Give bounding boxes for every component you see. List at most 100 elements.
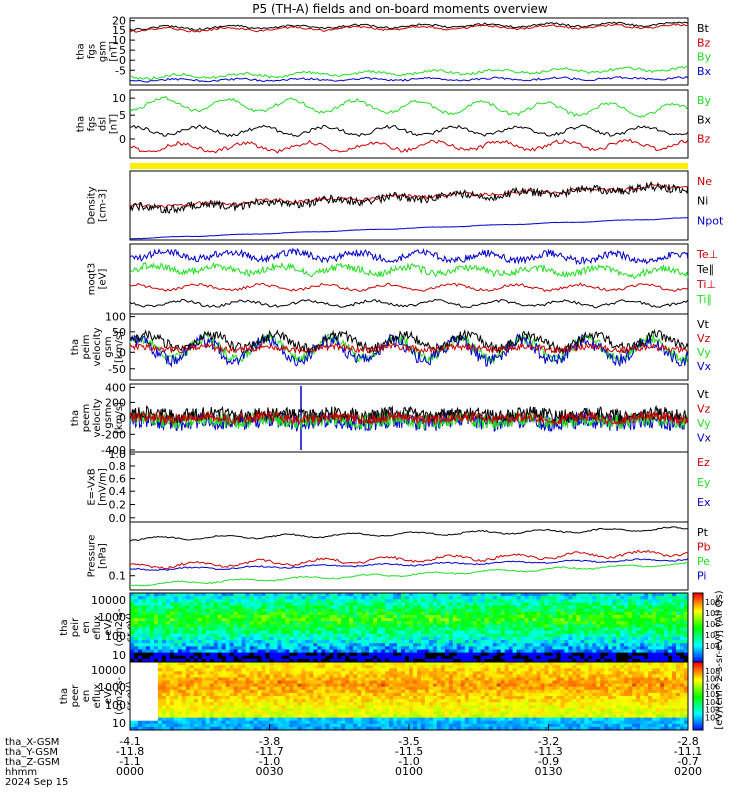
spectrogram-cell xyxy=(249,599,254,603)
spectrogram-cell xyxy=(225,627,231,631)
spectrogram-cell xyxy=(456,630,462,635)
spectrogram-cell xyxy=(409,649,414,653)
spectrogram-cell xyxy=(233,618,238,622)
spectrogram-cell xyxy=(138,649,143,653)
spectrogram-cell xyxy=(345,696,350,700)
spectrogram-cell xyxy=(317,705,322,709)
y-axis-label: fgs xyxy=(87,44,98,59)
spectrogram-cell xyxy=(177,705,183,709)
spectrogram-cell xyxy=(237,717,242,722)
spectrogram-cell xyxy=(281,611,286,616)
spectrogram-cell xyxy=(572,636,577,641)
spectrogram-cell xyxy=(241,720,246,725)
spectrogram-cell xyxy=(249,726,254,731)
spectrogram-cell xyxy=(424,605,430,609)
spectrogram-cell xyxy=(285,714,290,718)
spectrogram-cell xyxy=(161,696,167,700)
spectrogram-cell xyxy=(628,652,633,657)
spectrogram-cell xyxy=(476,621,482,625)
spectrogram-cell xyxy=(269,720,274,725)
spectrogram-cell xyxy=(409,630,414,635)
spectrogram-cell xyxy=(480,599,486,603)
spectrogram-cell xyxy=(130,608,135,613)
spectrogram-cell xyxy=(413,696,418,700)
spectrogram-cell xyxy=(417,714,422,718)
spectrogram-cell xyxy=(365,726,370,731)
spectrogram-cell xyxy=(269,621,274,625)
spectrogram-cell xyxy=(584,649,589,653)
spectrogram-cell xyxy=(173,726,179,731)
spectrogram-cell xyxy=(604,633,609,638)
spectrogram-cell xyxy=(138,668,143,672)
spectrogram-cell xyxy=(496,652,502,657)
spectrogram-cell xyxy=(652,636,657,641)
spectrogram-cell xyxy=(405,618,410,622)
spectrogram-cell xyxy=(169,649,175,653)
spectrogram-cell xyxy=(221,596,227,600)
spectrogram-cell xyxy=(217,640,223,644)
spectrogram-cell xyxy=(301,621,306,625)
spectrogram-cell xyxy=(428,615,434,619)
spectrogram-cell xyxy=(401,602,406,606)
spectrogram-cell xyxy=(130,643,135,647)
spectrogram-cell xyxy=(257,723,262,728)
spectrogram-cell xyxy=(237,633,242,638)
spectrogram-cell xyxy=(357,633,362,638)
spectrogram-cell xyxy=(397,714,402,718)
spectrogram-cell xyxy=(496,605,502,609)
spectrogram-cell xyxy=(413,621,418,625)
spectrogram-cell xyxy=(217,692,223,697)
spectrogram-cell xyxy=(393,692,398,697)
spectrogram-cell xyxy=(528,646,533,650)
spectrogram-cell xyxy=(277,717,282,722)
spectrogram-cell xyxy=(245,593,250,597)
spectrogram-cell xyxy=(213,708,219,712)
spectrogram-cell xyxy=(361,708,366,712)
spectrogram-cell xyxy=(265,611,270,616)
spectrogram-cell xyxy=(492,652,498,657)
spectrogram-cell xyxy=(576,624,581,628)
spectrogram-cell xyxy=(504,593,510,597)
spectrogram-cell xyxy=(612,605,617,609)
spectrogram-cell xyxy=(524,605,529,609)
spectrogram-cell xyxy=(381,720,386,725)
spectrogram-cell xyxy=(592,608,597,613)
spectrogram-cell xyxy=(221,643,227,647)
spectrogram-cell xyxy=(221,649,227,653)
spectrogram-cell xyxy=(217,662,223,666)
spectrogram-cell xyxy=(249,602,254,606)
spectrogram-cell xyxy=(385,683,390,688)
spectrogram-cell xyxy=(313,674,318,678)
spectrogram-cell xyxy=(476,649,482,653)
spectrogram-cell xyxy=(668,655,673,660)
spectrogram-cell xyxy=(181,602,187,606)
spectrogram-cell xyxy=(456,599,462,603)
spectrogram-cell xyxy=(185,680,191,684)
spectrogram-cell xyxy=(181,689,187,694)
spectrogram-cell xyxy=(580,611,585,616)
spectrogram-cell xyxy=(309,683,314,688)
spectrogram-cell xyxy=(185,723,191,728)
spectrogram-cell xyxy=(281,699,286,703)
spectrogram-cell xyxy=(592,652,597,657)
spectrogram-cell xyxy=(257,649,262,653)
spectrogram-cell xyxy=(389,708,394,712)
spectrogram-cell xyxy=(600,621,605,625)
spectrogram-cell xyxy=(305,705,310,709)
spectrogram-cell xyxy=(456,618,462,622)
spectrogram-cell xyxy=(361,671,366,675)
spectrogram-cell xyxy=(520,633,525,638)
spectrogram-cell xyxy=(237,714,242,718)
spectrogram-cell xyxy=(229,696,234,700)
spectrogram-cell xyxy=(297,720,302,725)
spectrogram-cell xyxy=(209,640,215,644)
spectrogram-cell xyxy=(664,640,669,644)
spectrogram-cell xyxy=(660,643,665,647)
spectrogram-cell xyxy=(153,621,159,625)
spectrogram-cell xyxy=(401,611,406,616)
spectrogram-cell xyxy=(134,686,139,691)
y-axis-label: gsm xyxy=(103,336,114,357)
spectrogram-cell xyxy=(245,696,250,700)
spectrogram-cell xyxy=(217,668,223,672)
spectrogram-cell xyxy=(209,708,215,712)
